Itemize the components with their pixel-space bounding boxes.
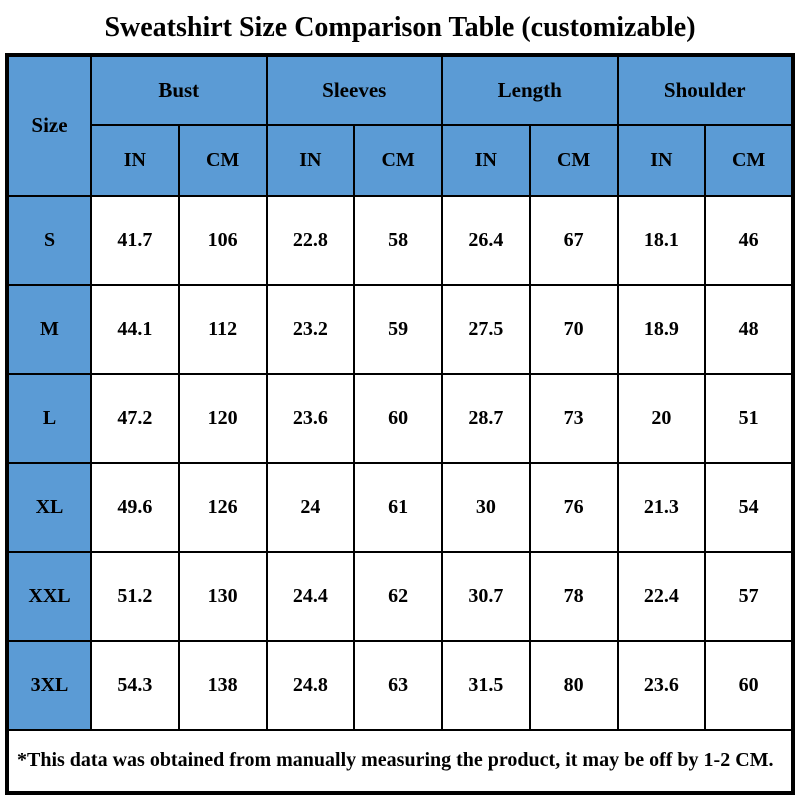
table-cell: 130 [177, 550, 268, 642]
table-cell: 22.4 [616, 550, 707, 642]
table-cell: 62 [353, 550, 443, 642]
size-label: L [6, 372, 92, 464]
table-cell: 44.1 [90, 283, 180, 375]
header-size: Size [6, 53, 92, 197]
table-row: S 41.7 106 22.8 58 26.4 67 18.1 46 [6, 194, 794, 286]
unit-header-bust-cm: CM [177, 123, 268, 197]
table-cell: 58 [353, 194, 443, 286]
table-cell: 24.4 [265, 550, 356, 642]
table-cell: 63 [353, 639, 443, 731]
group-header-length: Length [441, 53, 619, 126]
table-cell: 67 [528, 194, 619, 286]
table-cell: 106 [177, 194, 268, 286]
group-header-sleeves: Sleeves [265, 53, 443, 126]
page-title: Sweatshirt Size Comparison Table (custom… [104, 12, 696, 43]
size-label: 3XL [6, 639, 92, 731]
footnote-row: *This data was obtained from manually me… [6, 728, 794, 794]
table-cell: 60 [353, 372, 443, 464]
table-cell: 21.3 [616, 461, 707, 553]
unit-header-sleeves-in: IN [265, 123, 356, 197]
table-cell: 46 [704, 194, 794, 286]
table-cell: 30 [441, 461, 531, 553]
table-cell: 61 [353, 461, 443, 553]
table-cell: 51.2 [90, 550, 180, 642]
table-cell: 24 [265, 461, 356, 553]
table-cell: 48 [704, 283, 794, 375]
table-cell: 30.7 [441, 550, 531, 642]
table-cell: 70 [528, 283, 619, 375]
unit-header-row: IN CM IN CM IN CM IN CM [7, 123, 794, 197]
table-cell: 23.2 [265, 283, 356, 375]
size-label: M [6, 283, 92, 375]
table-cell: 26.4 [441, 194, 531, 286]
unit-header-bust-in: IN [90, 123, 180, 197]
table-cell: 54.3 [90, 639, 180, 731]
table-body: S 41.7 106 22.8 58 26.4 67 18.1 46 M 44.… [6, 194, 794, 731]
unit-header-sleeves-cm: CM [353, 123, 443, 197]
table-cell: 47.2 [90, 372, 180, 464]
table-cell: 18.1 [616, 194, 707, 286]
table-header: Size Bust Sleeves Length Shoulder IN CM … [6, 53, 794, 197]
size-comparison-table: Size Bust Sleeves Length Shoulder IN CM … [5, 52, 795, 795]
table-cell: 138 [177, 639, 268, 731]
table-cell: 57 [704, 550, 794, 642]
size-label: XXL [6, 550, 92, 642]
table-cell: 112 [177, 283, 268, 375]
table-cell: 76 [528, 461, 619, 553]
group-header-shoulder: Shoulder [616, 53, 794, 126]
unit-header-length-cm: CM [528, 123, 619, 197]
unit-header-shoulder-in: IN [616, 123, 707, 197]
table-row: XXL 51.2 130 24.4 62 30.7 78 22.4 57 [6, 550, 794, 642]
table-row: L 47.2 120 23.6 60 28.7 73 20 51 [6, 372, 794, 464]
table-cell: 73 [528, 372, 619, 464]
unit-header-length-in: IN [441, 123, 531, 197]
table-cell: 78 [528, 550, 619, 642]
table-row: XL 49.6 126 24 61 30 76 21.3 54 [6, 461, 794, 553]
table-cell: 126 [177, 461, 268, 553]
table-cell: 22.8 [265, 194, 356, 286]
footnote-text: *This data was obtained from manually me… [6, 728, 794, 794]
table-cell: 23.6 [616, 639, 707, 731]
size-label: XL [6, 461, 92, 553]
table-row: M 44.1 112 23.2 59 27.5 70 18.9 48 [6, 283, 794, 375]
table-cell: 54 [704, 461, 794, 553]
table-cell: 80 [528, 639, 619, 731]
table-cell: 60 [704, 639, 794, 731]
table-row: 3XL 54.3 138 24.8 63 31.5 80 23.6 60 [6, 639, 794, 731]
table-cell: 49.6 [90, 461, 180, 553]
group-header-bust: Bust [90, 53, 268, 126]
table-cell: 18.9 [616, 283, 707, 375]
table-cell: 120 [177, 372, 268, 464]
size-label: S [6, 194, 92, 286]
table-cell: 59 [353, 283, 443, 375]
table-cell: 20 [616, 372, 707, 464]
table-cell: 24.8 [265, 639, 356, 731]
table-footer: *This data was obtained from manually me… [6, 728, 794, 794]
table-cell: 31.5 [441, 639, 531, 731]
table-cell: 27.5 [441, 283, 531, 375]
table-cell: 28.7 [441, 372, 531, 464]
table-cell: 41.7 [90, 194, 180, 286]
table-cell: 51 [704, 372, 794, 464]
group-header-row: Size Bust Sleeves Length Shoulder [6, 53, 794, 197]
table-cell: 23.6 [265, 372, 356, 464]
unit-header-shoulder-cm: CM [704, 123, 794, 197]
